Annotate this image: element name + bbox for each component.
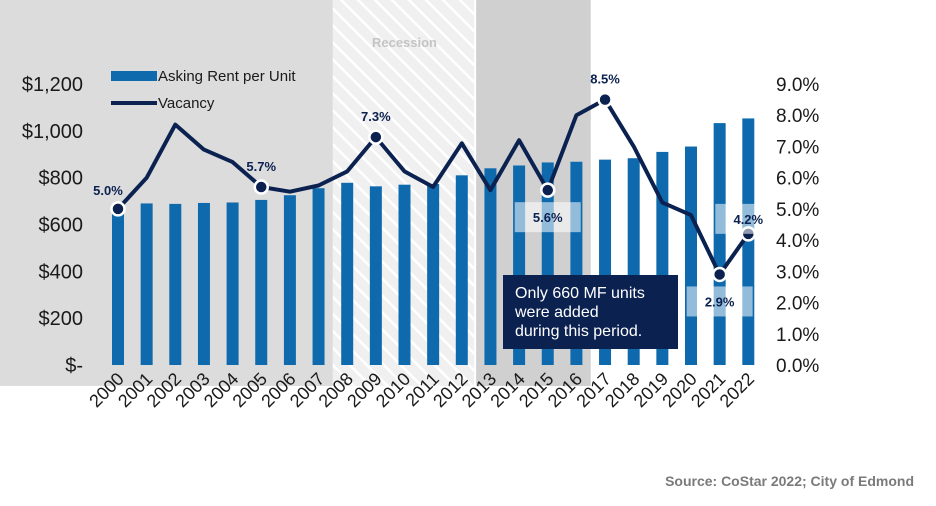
legend-label-0: Asking Rent per Unit: [158, 68, 296, 85]
y-right-tick-5: 5.0%: [776, 200, 819, 221]
source-note: Source: CoStar 2022; City of Edmond: [665, 473, 914, 489]
y-left-tick-1: $200: [39, 308, 84, 330]
y-right-tick-1: 1.0%: [776, 325, 819, 346]
vacancy-point-2017: [597, 91, 613, 108]
vacancy-point-2015: [540, 182, 556, 198]
shaded-period-0: [0, 0, 333, 386]
y-right-tick-7: 7.0%: [776, 137, 819, 158]
bar-2021: [713, 123, 726, 365]
vacancy-label-box-2021: [686, 286, 753, 317]
y-right-tick-8: 8.0%: [776, 106, 819, 127]
annotation-line-1: were added: [514, 304, 599, 321]
legend-label-1: Vacancy: [158, 95, 215, 112]
vacancy-label-box-2015: [514, 202, 581, 233]
vacancy-label-2005: 5.7%: [246, 159, 276, 174]
bar-2010: [398, 184, 411, 365]
vacancy-label-2021: 2.9%: [705, 294, 735, 309]
bar-2001: [140, 203, 153, 365]
bar-2007: [312, 188, 325, 365]
y-right-tick-9: 9.0%: [776, 75, 819, 96]
y-left-tick-6: $1,200: [22, 74, 83, 96]
vacancy-label-box-2022: [715, 203, 782, 234]
y-right-tick-0: 0.0%: [776, 356, 819, 377]
bar-2011: [427, 183, 440, 365]
bar-2009: [369, 186, 382, 365]
vacancy-label-2009: 7.3%: [361, 109, 391, 124]
x-tick-2022: 2022: [716, 369, 758, 411]
bar-2013: [484, 168, 497, 365]
vacancy-point-2009: [368, 129, 384, 145]
bar-2020: [685, 146, 697, 365]
bar-2006: [283, 195, 296, 365]
y-right-tick-4: 4.0%: [776, 231, 819, 252]
y-right-tick-6: 6.0%: [776, 169, 819, 190]
y-left-tick-3: $600: [39, 215, 84, 237]
vacancy-point-2005: [253, 179, 269, 195]
vacancy-label-2022: 4.2%: [733, 212, 763, 227]
recession-label: Recession: [372, 35, 437, 50]
y-left-tick-4: $800: [39, 168, 84, 190]
vacancy-label-2015: 5.6%: [533, 210, 563, 225]
bar-2002: [169, 203, 182, 365]
vacancy-point-2021: [711, 266, 728, 283]
annotation-line-2: during this period.: [515, 323, 642, 340]
bar-2005: [255, 199, 268, 365]
bar-2004: [226, 202, 239, 365]
annotation-box: [503, 275, 678, 349]
y-left-tick-2: $400: [39, 261, 84, 283]
vacancy-label-2000: 5.0%: [93, 183, 123, 198]
vacancy-line: [116, 97, 751, 277]
legend-swatch-bar: [111, 71, 157, 81]
vacancy-label-2017: 8.5%: [590, 72, 620, 87]
y-left-tick-0: $-: [65, 355, 83, 377]
vacancy-point-2000: [110, 201, 126, 217]
y-right-tick-3: 3.0%: [776, 262, 819, 283]
bar-2008: [341, 182, 354, 365]
annotation-line-0: Only 660 MF units: [515, 285, 645, 302]
y-left-tick-5: $1,000: [22, 121, 83, 143]
bar-2003: [197, 202, 210, 365]
bar-2012: [455, 175, 468, 365]
y-right-tick-2: 2.0%: [776, 294, 819, 315]
bar-2000: [112, 210, 124, 365]
